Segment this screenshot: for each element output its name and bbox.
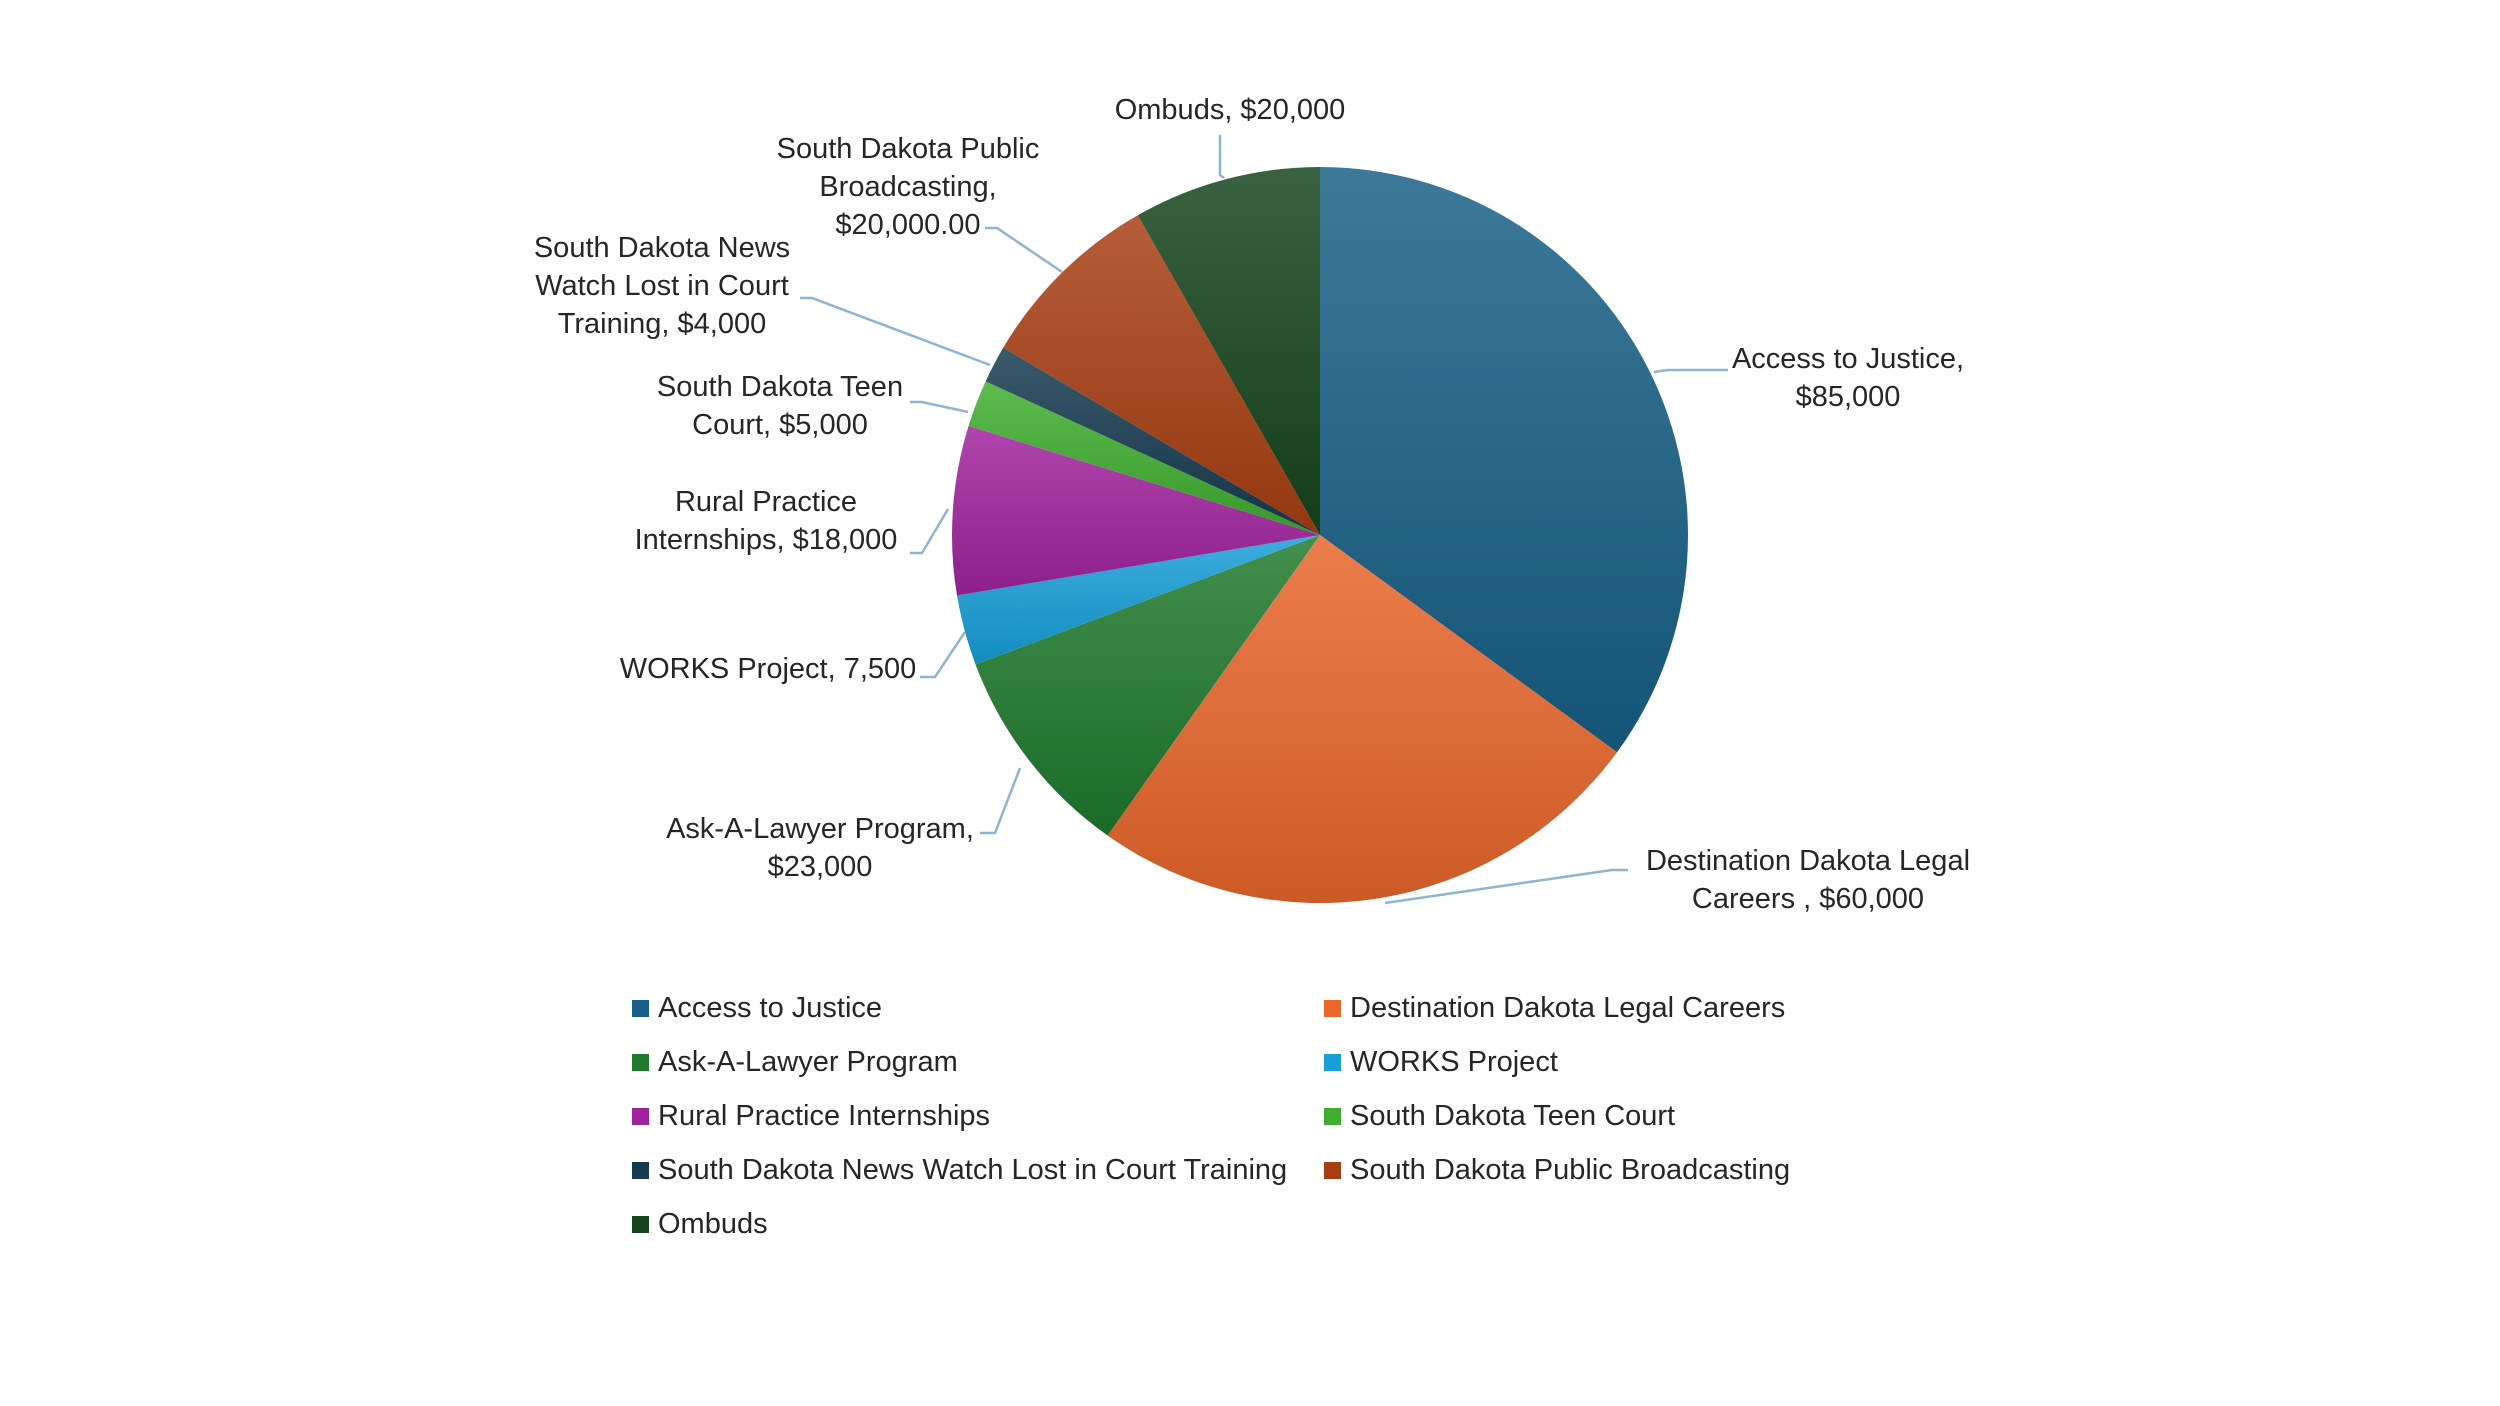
data-label: Access to Justice, $85,000 xyxy=(1732,343,1964,413)
legend-label: South Dakota News Watch Lost in Court Tr… xyxy=(658,1153,1288,1186)
pie-slice-south-dakota-news-watch-lost-in-court-training xyxy=(985,347,1320,535)
pie-slice-ombuds xyxy=(1137,166,1320,535)
pie-slice-destination-dakota-legal-careers xyxy=(1107,535,1618,904)
leader-line xyxy=(1384,868,1628,905)
legend-item: Rural Practice Internships xyxy=(632,1096,1324,1136)
leader-line xyxy=(920,631,967,679)
data-label: South Dakota Teen Court, $5,000 xyxy=(657,371,903,441)
leader-lines xyxy=(800,135,1728,905)
legend-swatch xyxy=(632,999,649,1017)
chart-legend: Access to Justice Destination Dakota Leg… xyxy=(632,988,1882,1244)
legend-item: Ask-A-Lawyer Program xyxy=(632,1042,1324,1082)
data-label: Ask-A-Lawyer Program, $23,000 xyxy=(666,813,974,883)
pie-slice-ask-a-lawyer-program xyxy=(975,535,1320,836)
legend-label: Rural Practice Internships xyxy=(658,1099,991,1132)
legend-label: South Dakota Public Broadcasting xyxy=(1350,1153,1791,1186)
legend-item: Access to Justice xyxy=(632,988,1324,1028)
pie-slice-access-to-justice xyxy=(1320,167,1689,753)
data-label: South Dakota Public Broadcasting, $20,000.… xyxy=(777,133,1040,241)
legend-swatch xyxy=(1324,999,1341,1017)
leader-line xyxy=(980,767,1022,835)
legend-label: WORKS Project xyxy=(1350,1045,1558,1078)
data-label: South Dakota News Watch Lost in Court Trai… xyxy=(534,232,790,340)
leader-line xyxy=(910,508,950,555)
leader-line xyxy=(1218,135,1225,179)
legend-label: Destination Dakota Legal Careers xyxy=(1350,991,1786,1024)
legend-label: Ombuds xyxy=(658,1207,768,1240)
legend-item: South Dakota Teen Court xyxy=(1324,1096,1884,1136)
legend-swatch xyxy=(1324,1107,1341,1125)
data-label: Destination Dakota Legal Careers , $60,00… xyxy=(1646,845,1970,915)
pie-slice-works-project xyxy=(957,535,1320,665)
pie-slice-rural-practice-internships xyxy=(952,425,1320,596)
data-label: WORKS Project, 7,500 xyxy=(620,653,917,685)
legend-item: South Dakota Public Broadcasting xyxy=(1324,1150,1884,1190)
legend-label: Ask-A-Lawyer Program xyxy=(658,1045,958,1078)
legend-swatch xyxy=(632,1161,649,1179)
data-label: Rural Practice Internships, $18,000 xyxy=(635,486,898,556)
leader-line xyxy=(985,226,1063,274)
pie-slice-south-dakota-public-broadcasting xyxy=(1003,215,1320,535)
pie-slice-south-dakota-teen-court xyxy=(968,381,1320,535)
legend-swatch xyxy=(632,1053,649,1071)
legend-item: Destination Dakota Legal Careers xyxy=(1324,988,1884,1028)
data-labels: Access to Justice, $85,000 Destination Dak… xyxy=(534,94,1970,915)
data-label: Ombuds, $20,000 xyxy=(1115,94,1346,126)
legend-label: Access to Justice xyxy=(658,991,883,1024)
legend-item: South Dakota News Watch Lost in Court Tr… xyxy=(632,1150,1324,1190)
legend-swatch xyxy=(1324,1161,1341,1179)
leader-line xyxy=(800,296,991,367)
leader-line xyxy=(1653,368,1728,374)
legend-swatch xyxy=(1324,1053,1341,1071)
legend-label: South Dakota Teen Court xyxy=(1350,1099,1676,1132)
legend-swatch xyxy=(632,1107,649,1125)
legend-item: WORKS Project xyxy=(1324,1042,1884,1082)
pie-slices xyxy=(952,166,1689,904)
legend-swatch xyxy=(632,1215,649,1233)
leader-line xyxy=(910,400,969,414)
legend-item: Ombuds xyxy=(632,1204,1324,1244)
